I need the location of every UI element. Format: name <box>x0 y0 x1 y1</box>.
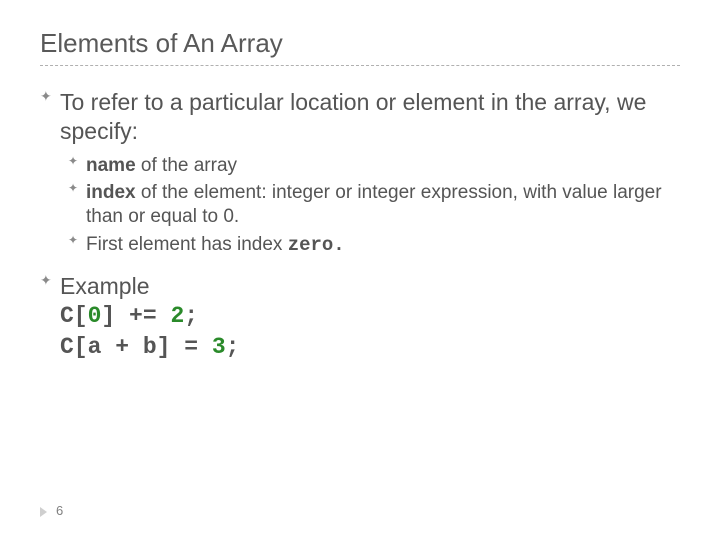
code1-e: ; <box>184 303 198 329</box>
sub-bullet-2: ✦ index of the element: integer or integ… <box>68 181 680 229</box>
slide-title: Elements of An Array <box>40 28 680 59</box>
sub1-rest: of the array <box>136 155 237 176</box>
sub-text-1: name of the array <box>86 154 237 178</box>
bullet-icon: ✦ <box>40 88 50 105</box>
main-text-1: To refer to a particular location or ele… <box>60 88 680 146</box>
code1-d: 2 <box>170 303 184 329</box>
code1-c: ] += <box>101 303 170 329</box>
sub1-bold: name <box>86 155 136 176</box>
bullet-icon: ✦ <box>68 154 78 168</box>
page-marker-icon <box>40 507 47 517</box>
sub-bullet-3: ✦ First element has index zero. <box>68 233 680 258</box>
sub2-bold: index <box>86 182 136 203</box>
code1-b: 0 <box>88 303 102 329</box>
main-bullet-1: ✦ To refer to a particular location or e… <box>40 88 680 146</box>
sub3-a: First element has index <box>86 234 288 255</box>
bullet-icon: ✦ <box>68 233 78 247</box>
sub-text-3: First element has index zero. <box>86 233 345 258</box>
bullet-icon: ✦ <box>68 181 78 195</box>
main-bullet-2: ✦ Example C[0] += 2; C[a + b] = 3; <box>40 272 680 362</box>
example-label: Example <box>60 273 149 299</box>
sub2-rest: of the element: integer or integer expre… <box>86 182 662 227</box>
bullet-icon: ✦ <box>40 272 50 289</box>
slide-container: Elements of An Array ✦ To refer to a par… <box>0 0 720 362</box>
title-divider <box>40 65 680 66</box>
example-block: Example C[0] += 2; C[a + b] = 3; <box>60 272 239 362</box>
code2-c: ; <box>226 334 240 360</box>
code2-b: 3 <box>212 334 226 360</box>
code2-a: C[a + b] = <box>60 334 212 360</box>
sub-bullet-1: ✦ name of the array <box>68 154 680 178</box>
sub3-b: zero. <box>288 234 345 256</box>
sub-bullet-list: ✦ name of the array ✦ index of the eleme… <box>68 154 680 258</box>
code1-a: C[ <box>60 303 88 329</box>
page-number: 6 <box>56 503 63 518</box>
sub-text-2: index of the element: integer or integer… <box>86 181 680 229</box>
